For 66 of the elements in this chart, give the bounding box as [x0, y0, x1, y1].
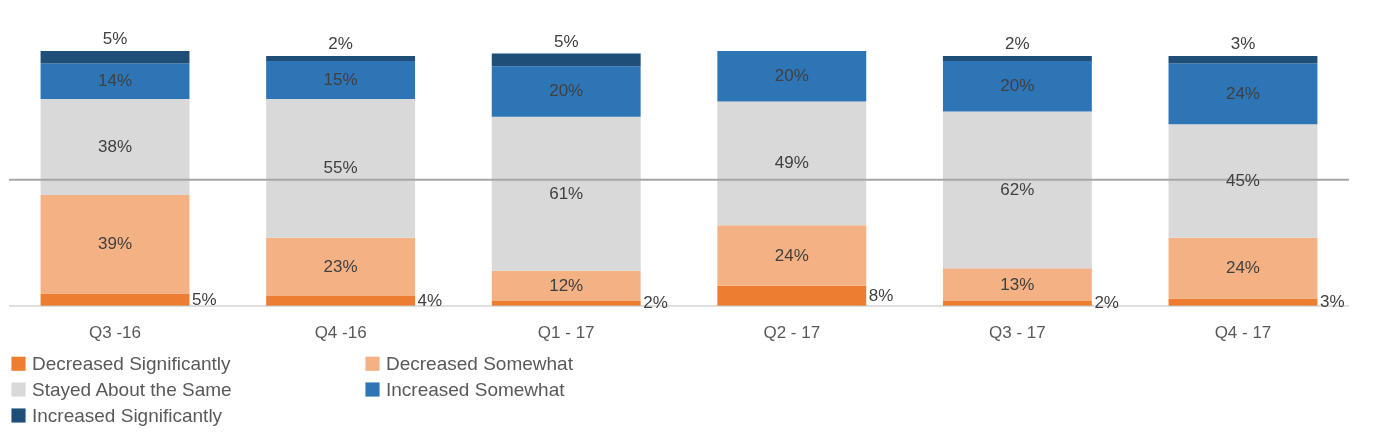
bar	[717, 285, 867, 306]
legend-label: Stayed About the Same	[32, 378, 232, 400]
bar	[942, 111, 1092, 269]
data-label: 38%	[98, 136, 133, 156]
data-label: 2%	[1094, 293, 1119, 313]
data-label: 3%	[1230, 34, 1256, 54]
legend-label: Decreased Significantly	[32, 352, 232, 374]
data-label: 20%	[774, 66, 809, 86]
data-label: 39%	[98, 234, 133, 254]
bar	[717, 51, 867, 102]
data-label: 20%	[1000, 76, 1035, 96]
bar	[1168, 63, 1318, 125]
bar	[1168, 56, 1318, 64]
data-label: 24%	[1225, 83, 1260, 103]
bar	[266, 56, 416, 62]
bar	[717, 225, 867, 286]
data-label: 20%	[549, 81, 584, 101]
data-label: 12%	[549, 275, 584, 295]
data-label: 45%	[1225, 171, 1260, 191]
bar	[491, 66, 641, 117]
bar	[40, 63, 190, 99]
legend-label: Increased Somewhat	[386, 378, 566, 400]
data-label: 2%	[328, 34, 353, 54]
x-tick-label: Q2 - 17	[763, 322, 821, 342]
data-label: 61%	[549, 183, 584, 203]
data-label: 4%	[417, 290, 443, 310]
bar	[942, 268, 1092, 301]
x-tick-label: Q1 - 17	[537, 322, 595, 342]
bar	[1168, 237, 1318, 299]
data-label: 5%	[553, 31, 579, 51]
data-label: 5%	[192, 289, 217, 309]
bar	[40, 98, 190, 195]
bar	[491, 270, 641, 301]
bar	[491, 116, 641, 271]
x-tick-label: Q4 -16	[314, 322, 367, 342]
x-tick-label: Q4 - 17	[1214, 322, 1272, 342]
data-label: 14%	[98, 71, 133, 91]
bar	[266, 98, 416, 238]
bar	[1168, 298, 1318, 306]
x-tick-label: Q3 -16	[89, 322, 142, 342]
data-label: 3%	[1319, 292, 1345, 312]
bar	[266, 237, 416, 296]
data-label: 23%	[323, 256, 358, 276]
data-label: 24%	[774, 245, 809, 265]
bar	[942, 56, 1092, 62]
data-label: 62%	[1000, 179, 1035, 199]
data-label: 24%	[1225, 258, 1260, 278]
data-label: 49%	[774, 153, 809, 173]
bar	[40, 194, 190, 294]
data-label: 13%	[1000, 274, 1035, 294]
bar	[40, 51, 190, 64]
legend-label: Increased Significantly	[32, 404, 223, 426]
data-label: 2%	[643, 293, 668, 313]
data-label: 5%	[102, 29, 128, 48]
bar	[942, 61, 1092, 112]
data-label: 8%	[868, 285, 894, 305]
bar	[40, 293, 190, 306]
bar	[1168, 124, 1318, 238]
bar	[266, 61, 416, 99]
data-label: 15%	[323, 70, 358, 90]
data-label: 55%	[323, 158, 358, 178]
x-tick-label: Q3 - 17	[989, 322, 1046, 342]
bar	[491, 53, 641, 67]
bar	[717, 101, 867, 226]
data-label: 2%	[1005, 34, 1030, 54]
legend-label: Decreased Somewhat	[386, 352, 574, 374]
